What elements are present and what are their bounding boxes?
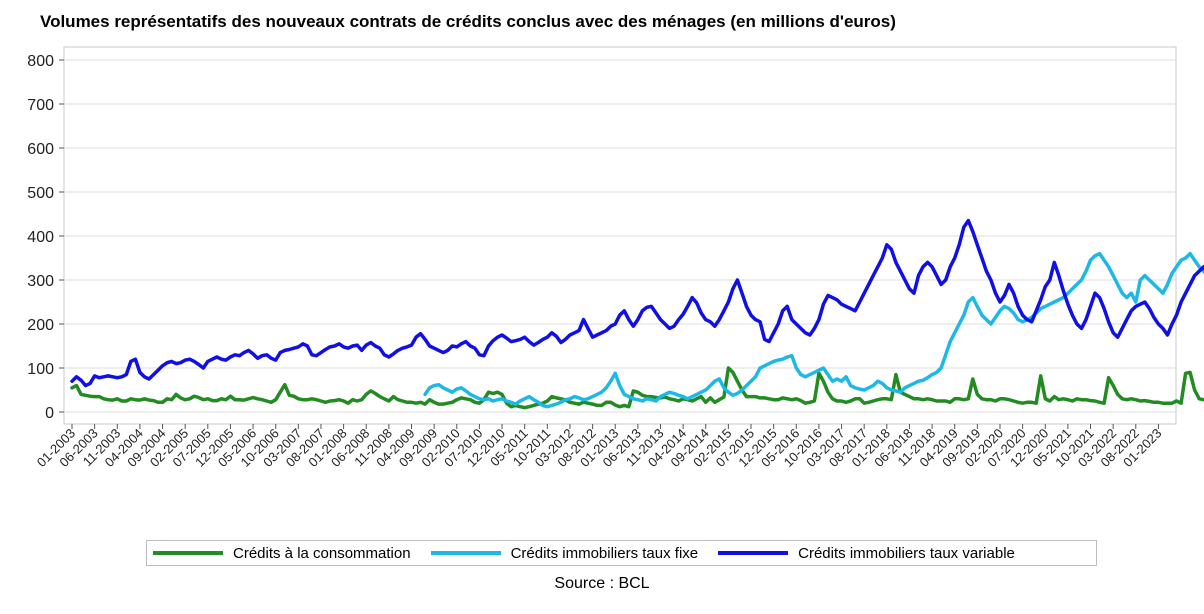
y-tick-label: 300 [27,273,54,290]
y-tick-label: 700 [27,97,54,114]
y-tick-label: 0 [45,405,54,422]
series-line [423,251,1204,409]
legend-item: Crédits immobiliers taux fixe [430,544,699,562]
line-chart: 010020030040050060070080001-200306-20031… [27,46,1204,470]
legend-swatch [430,551,501,555]
legend-item: Crédits à la consommation [153,545,411,562]
legend-swatch [718,551,789,555]
y-tick-label: 100 [27,361,54,378]
gridlines [63,46,1177,425]
chart-title: Volumes représentatifs des nouveaux cont… [40,12,896,31]
legend-item: Crédits immobiliers taux variable [718,545,1015,562]
series-lines [70,218,1204,410]
y-tick-label: 200 [27,317,54,334]
y-tick-label: 400 [27,229,54,246]
y-tick-label: 800 [27,53,54,70]
legend-label: Crédits immobiliers taux fixe [510,544,699,562]
series-line [70,218,1204,388]
y-tick-label: 500 [27,185,54,202]
legend-swatch [153,551,223,555]
source-note: Source : BCL [554,575,650,592]
legend-label: Crédits immobiliers taux variable [798,544,1015,562]
legend: Crédits à la consommation Crédits immobil… [146,540,1097,566]
axes: 010020030040050060070080001-200306-20031… [27,53,1164,470]
series-line [70,366,1204,410]
y-tick-label: 600 [27,141,54,158]
legend-label: Crédits à la consommation [233,544,411,562]
